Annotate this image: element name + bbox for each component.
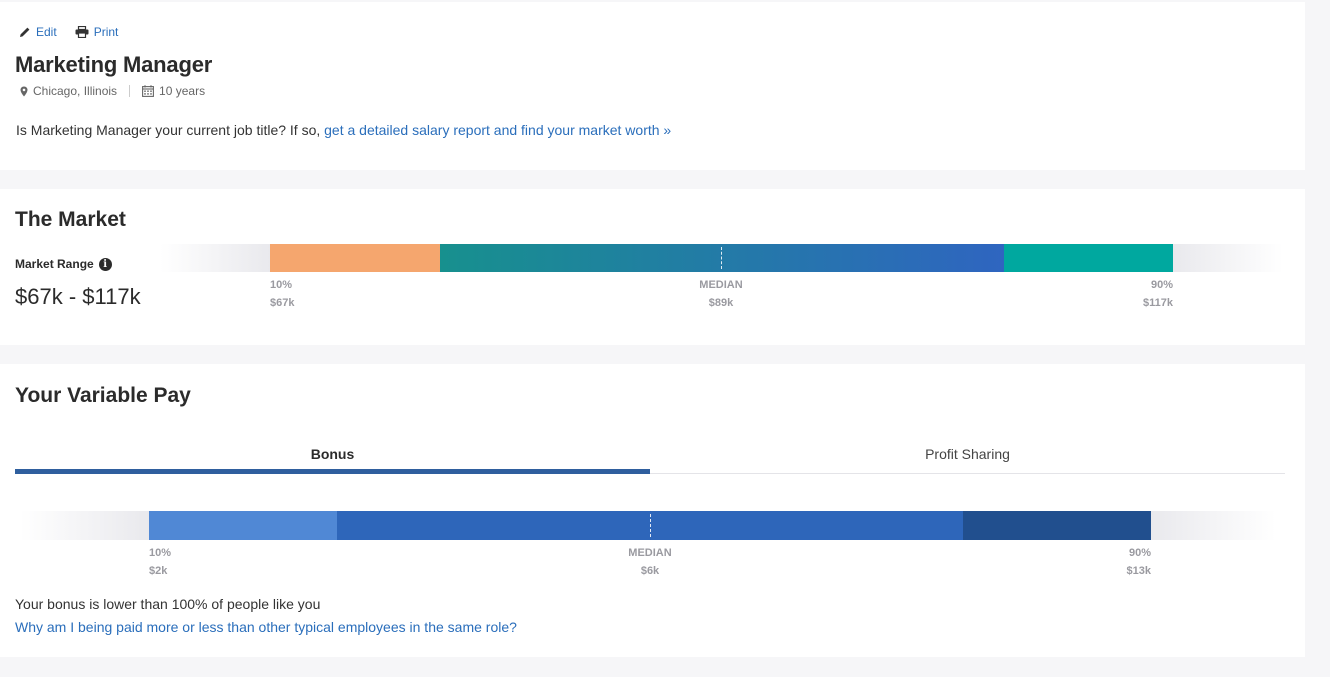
market-section-title: The Market [15,208,126,231]
tab-bonus[interactable]: Bonus [310,446,355,462]
bonus-tick-low-value: $2k [149,565,168,577]
variable-pay-section-title: Your Variable Pay [15,384,191,407]
pencil-icon [20,27,30,37]
bonus-tick-high: 90% $13k [1127,544,1151,580]
experience: 10 years [142,84,205,98]
market-range-label-text: Market Range [15,257,94,271]
market-card: The Market Market Range i $67k - $117k 1… [0,189,1305,345]
printer-icon [75,26,89,38]
market-tick-high: 90% $117k [1143,276,1173,312]
bonus-tick-median-label: MEDIAN [628,547,672,559]
market-range-value: $67k - $117k [15,284,141,309]
bonus-tick-low-pct: 10% [149,547,172,559]
bonus-tick-high-value: $13k [1126,565,1151,577]
market-bar-p90-segment [1004,244,1173,272]
calendar-icon [142,85,154,97]
market-range-label: Market Range i [15,257,112,271]
tab-profit-sharing[interactable]: Profit Sharing [925,446,1010,462]
variable-pay-card: Your Variable Pay Bonus Profit Sharing 1… [0,364,1305,657]
experience-label: 10 years [159,84,206,98]
bonus-tick-low: 10% $2k [149,544,171,580]
print-button[interactable]: Print [75,25,119,39]
active-tab-indicator [15,469,650,474]
prompt-text: Is Marketing Manager your current job ti… [16,122,325,138]
market-tick-median-value: $89k [708,297,734,309]
market-bar-fade-left [160,244,270,272]
tabs-divider [15,473,1285,474]
bonus-bar-p10-segment [149,511,337,540]
job-title-prompt: Is Marketing Manager your current job ti… [16,122,671,138]
market-tick-high-pct: 90% [1150,279,1173,291]
bonus-range-bar [149,511,1151,540]
edit-button[interactable]: Edit [19,25,57,39]
bonus-bar-p90-segment [963,511,1151,540]
market-median-marker [721,247,722,269]
edit-label: Edit [36,25,57,39]
bonus-tick-median: MEDIAN $6k [628,544,671,580]
salary-report-link[interactable]: get a detailed salary report and find yo… [324,122,672,138]
bonus-bar-fade-left [20,511,149,540]
market-bar-fade-right [1173,244,1283,272]
bonus-comparison-text: Your bonus is lower than 100% of people … [15,596,321,612]
market-tick-low: 10% $67k [270,276,294,312]
print-label: Print [93,25,119,39]
market-tick-low-pct: 10% [270,279,293,291]
job-title: Marketing Manager [15,52,213,77]
job-meta: Chicago, Illinois 10 years [20,84,205,98]
bonus-tick-high-pct: 90% [1128,547,1151,559]
location-label: Chicago, Illinois [33,84,118,98]
market-tick-high-value: $117k [1143,297,1173,309]
job-header-card: Edit Print Marketing Manager Chicago, Il… [0,2,1305,170]
market-bar-p10-segment [270,244,440,272]
map-marker-icon [20,86,28,96]
bonus-median-marker [650,514,651,537]
info-icon[interactable]: i [98,257,112,271]
market-tick-low-value: $67k [270,297,295,309]
pay-explanation-link[interactable]: Why am I being paid more or less than ot… [15,619,517,635]
market-bar-middle-segment [440,244,1004,272]
toolbar: Edit Print [19,25,118,39]
bonus-tick-median-value: $6k [640,565,660,577]
meta-divider [129,85,131,97]
market-range-bar [270,244,1173,272]
market-tick-median: MEDIAN $89k [699,276,742,312]
variable-pay-tabs: Bonus Profit Sharing [15,435,1285,475]
market-tick-median-label: MEDIAN [699,279,743,291]
location: Chicago, Illinois [20,84,117,98]
bonus-bar-fade-right [1151,511,1276,540]
